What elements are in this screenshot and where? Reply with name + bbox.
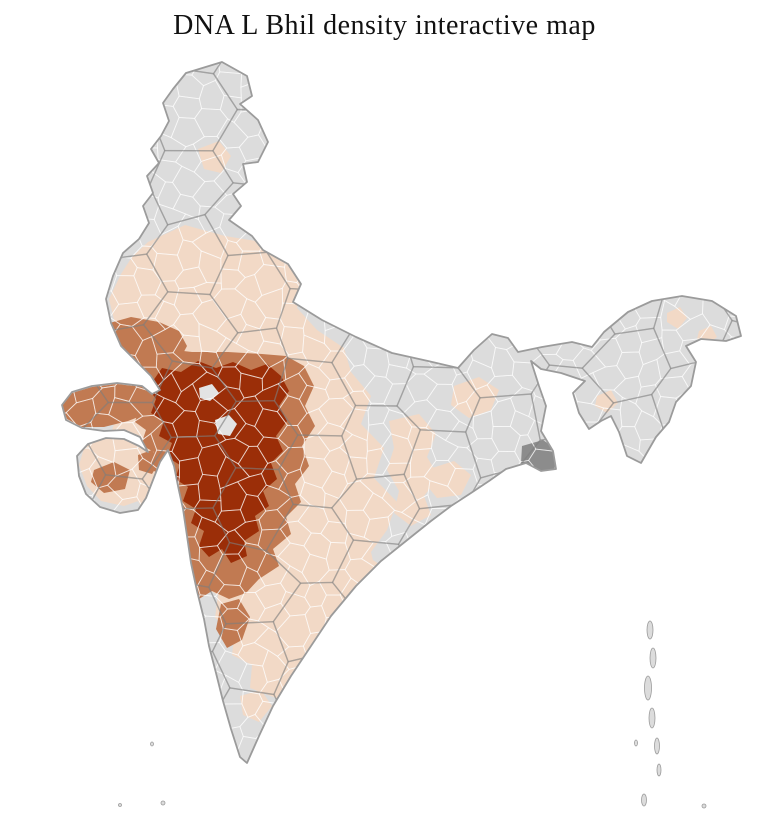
island[interactable] [654,737,660,755]
region-low-odisha-spot[interactable] [424,461,471,498]
island[interactable] [118,803,122,807]
map-title: DNA L Bhil density interactive map [173,10,596,41]
india-outline [61,61,742,764]
region-medium-nashik[interactable] [216,599,250,648]
region-medium-saurashtra-1[interactable] [91,462,130,493]
island[interactable] [644,675,652,701]
region-low-east-mp[interactable] [387,414,439,526]
region-low-south-spot[interactable] [240,690,272,722]
island[interactable] [701,803,707,809]
island[interactable] [646,620,654,640]
island[interactable] [160,800,166,806]
island[interactable] [641,793,647,807]
region-low-bihar-spot[interactable] [451,377,499,418]
island[interactable] [649,647,657,669]
island[interactable] [150,741,154,747]
island[interactable] [656,763,662,777]
islands[interactable] [118,620,707,809]
region-no-data-hole-1[interactable] [215,415,237,436]
island[interactable] [634,739,638,747]
island[interactable] [648,707,656,729]
